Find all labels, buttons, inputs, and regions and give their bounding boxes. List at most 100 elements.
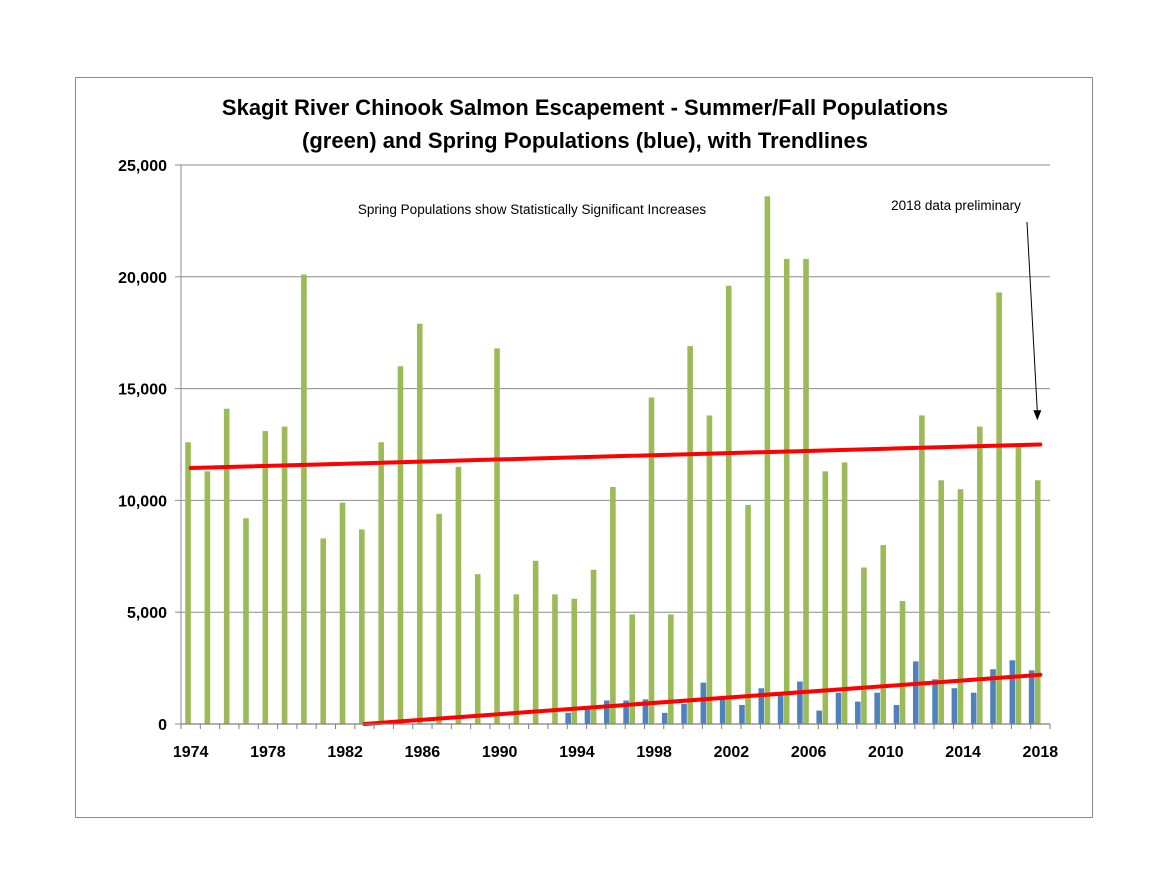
bar-summer-fall — [880, 545, 887, 724]
x-tick-label: 2018 — [1023, 744, 1059, 761]
y-tick-label: 5,000 — [127, 605, 167, 622]
bar-summer-fall — [320, 538, 327, 724]
bar-spring — [603, 700, 610, 724]
y-tick-label: 10,000 — [118, 493, 167, 510]
annotation-arrow — [1026, 221, 1042, 421]
bar-summer-fall — [513, 594, 520, 724]
x-tick-label: 2006 — [791, 744, 827, 761]
bar-summer-fall — [223, 408, 230, 724]
bar-summer-fall — [725, 285, 732, 724]
bar-summer-fall — [204, 471, 211, 724]
x-tick-label: 1978 — [250, 744, 286, 761]
bar-spring — [565, 712, 571, 724]
y-tick-label: 0 — [158, 717, 167, 734]
bar-summer-fall — [919, 415, 925, 724]
bar-summer-fall — [745, 504, 751, 724]
bar-spring — [739, 704, 745, 724]
trendline — [362, 672, 1043, 726]
bar-summer-fall — [783, 258, 790, 724]
bar-spring — [1028, 670, 1035, 724]
bar-summer-fall — [687, 346, 693, 724]
bar-spring — [912, 661, 919, 724]
chart-title-line-2: (green) and Spring Populations (blue), w… — [302, 128, 868, 153]
bar-summer-fall — [552, 594, 558, 724]
bar-spring — [777, 692, 784, 724]
bar-spring — [932, 679, 938, 724]
bar-spring — [1009, 660, 1016, 724]
bar-spring — [990, 669, 996, 724]
bar-summer-fall — [359, 529, 365, 724]
bar-spring — [623, 700, 629, 724]
x-tick-label: 2014 — [945, 744, 981, 761]
bar-spring — [893, 704, 900, 724]
bar-summer-fall — [841, 462, 848, 724]
bar-spring — [700, 682, 707, 724]
bar-summer-fall — [1034, 480, 1041, 724]
x-tick-label: 2002 — [714, 744, 750, 761]
bar-spring — [797, 681, 803, 724]
bar-summer-fall — [185, 442, 191, 724]
bar-summer-fall — [416, 323, 423, 724]
bar-spring — [816, 710, 823, 724]
y-tick-label: 15,000 — [118, 382, 167, 399]
bar-summer-fall — [436, 513, 442, 724]
y-tick-label: 25,000 — [118, 158, 167, 175]
bar-summer-fall — [397, 366, 404, 724]
x-axis-ticks: 1974 1978 1982 1986 1990 1994 1998 2002 2006 2010… — [173, 744, 1058, 761]
bar-summer-fall — [301, 274, 307, 724]
bar-summer-fall — [822, 471, 829, 724]
bar-summer-fall — [339, 502, 346, 724]
x-tick-label: 1986 — [405, 744, 441, 761]
bar-summer-fall — [861, 567, 867, 724]
bar-summer-fall — [996, 292, 1002, 724]
axes — [180, 165, 1051, 729]
x-tick-label: 1994 — [559, 744, 595, 761]
x-tick-label: 1982 — [327, 744, 363, 761]
bar-summer-fall — [378, 442, 384, 724]
bar-summer-fall — [957, 489, 964, 724]
bar-summer-fall — [899, 601, 906, 724]
bar-summer-fall — [938, 480, 944, 724]
bar-summer-fall — [590, 569, 597, 724]
bar-spring — [681, 703, 687, 724]
x-tick-label: 2010 — [868, 744, 904, 761]
bar-spring — [642, 699, 649, 724]
bar-spring — [970, 692, 977, 724]
chart-canvas: Skagit River Chinook Salmon Escapement -… — [118, 95, 1058, 761]
bar-spring — [874, 692, 880, 724]
bar-summer-fall — [474, 574, 481, 724]
arrow-head — [1033, 410, 1042, 421]
bar-summer-fall — [532, 560, 539, 724]
y-axis-ticks: 0 5,000 10,000 15,000 20,000 25,000 — [118, 158, 167, 734]
bar-summer-fall — [610, 486, 616, 724]
chart-frame: Skagit River Chinook Salmon Escapement -… — [75, 77, 1093, 818]
bar-summer-fall — [764, 196, 771, 724]
bar-summer-fall — [1015, 446, 1022, 724]
x-tick-label: 1974 — [173, 744, 209, 761]
chart-title-line-1: Skagit River Chinook Salmon Escapement -… — [222, 95, 948, 120]
trendlines — [188, 442, 1043, 726]
bar-summer-fall — [455, 466, 462, 724]
bar-summer-fall — [281, 426, 288, 724]
arrow-shaft — [1026, 221, 1038, 413]
annotation-spring-increase: Spring Populations show Statistically Si… — [358, 202, 706, 217]
bar-summer-fall — [243, 518, 249, 724]
bar-summer-fall — [977, 426, 983, 724]
y-tick-label: 20,000 — [118, 270, 167, 287]
trendline — [188, 442, 1043, 470]
bar-spring — [719, 699, 726, 724]
bar-spring — [584, 706, 591, 724]
bar-summer-fall — [803, 258, 809, 724]
x-tick-label: 1990 — [482, 744, 518, 761]
bar-summer-fall — [262, 431, 269, 724]
bar-spring — [855, 701, 861, 724]
bar-spring — [661, 712, 668, 724]
bars — [185, 196, 1041, 724]
bar-summer-fall — [668, 614, 674, 724]
bar-summer-fall — [706, 415, 713, 724]
x-tick-label: 1998 — [636, 744, 672, 761]
bar-spring — [758, 688, 765, 724]
bar-spring — [951, 688, 958, 724]
bar-summer-fall — [571, 598, 578, 724]
bar-spring — [835, 692, 842, 724]
